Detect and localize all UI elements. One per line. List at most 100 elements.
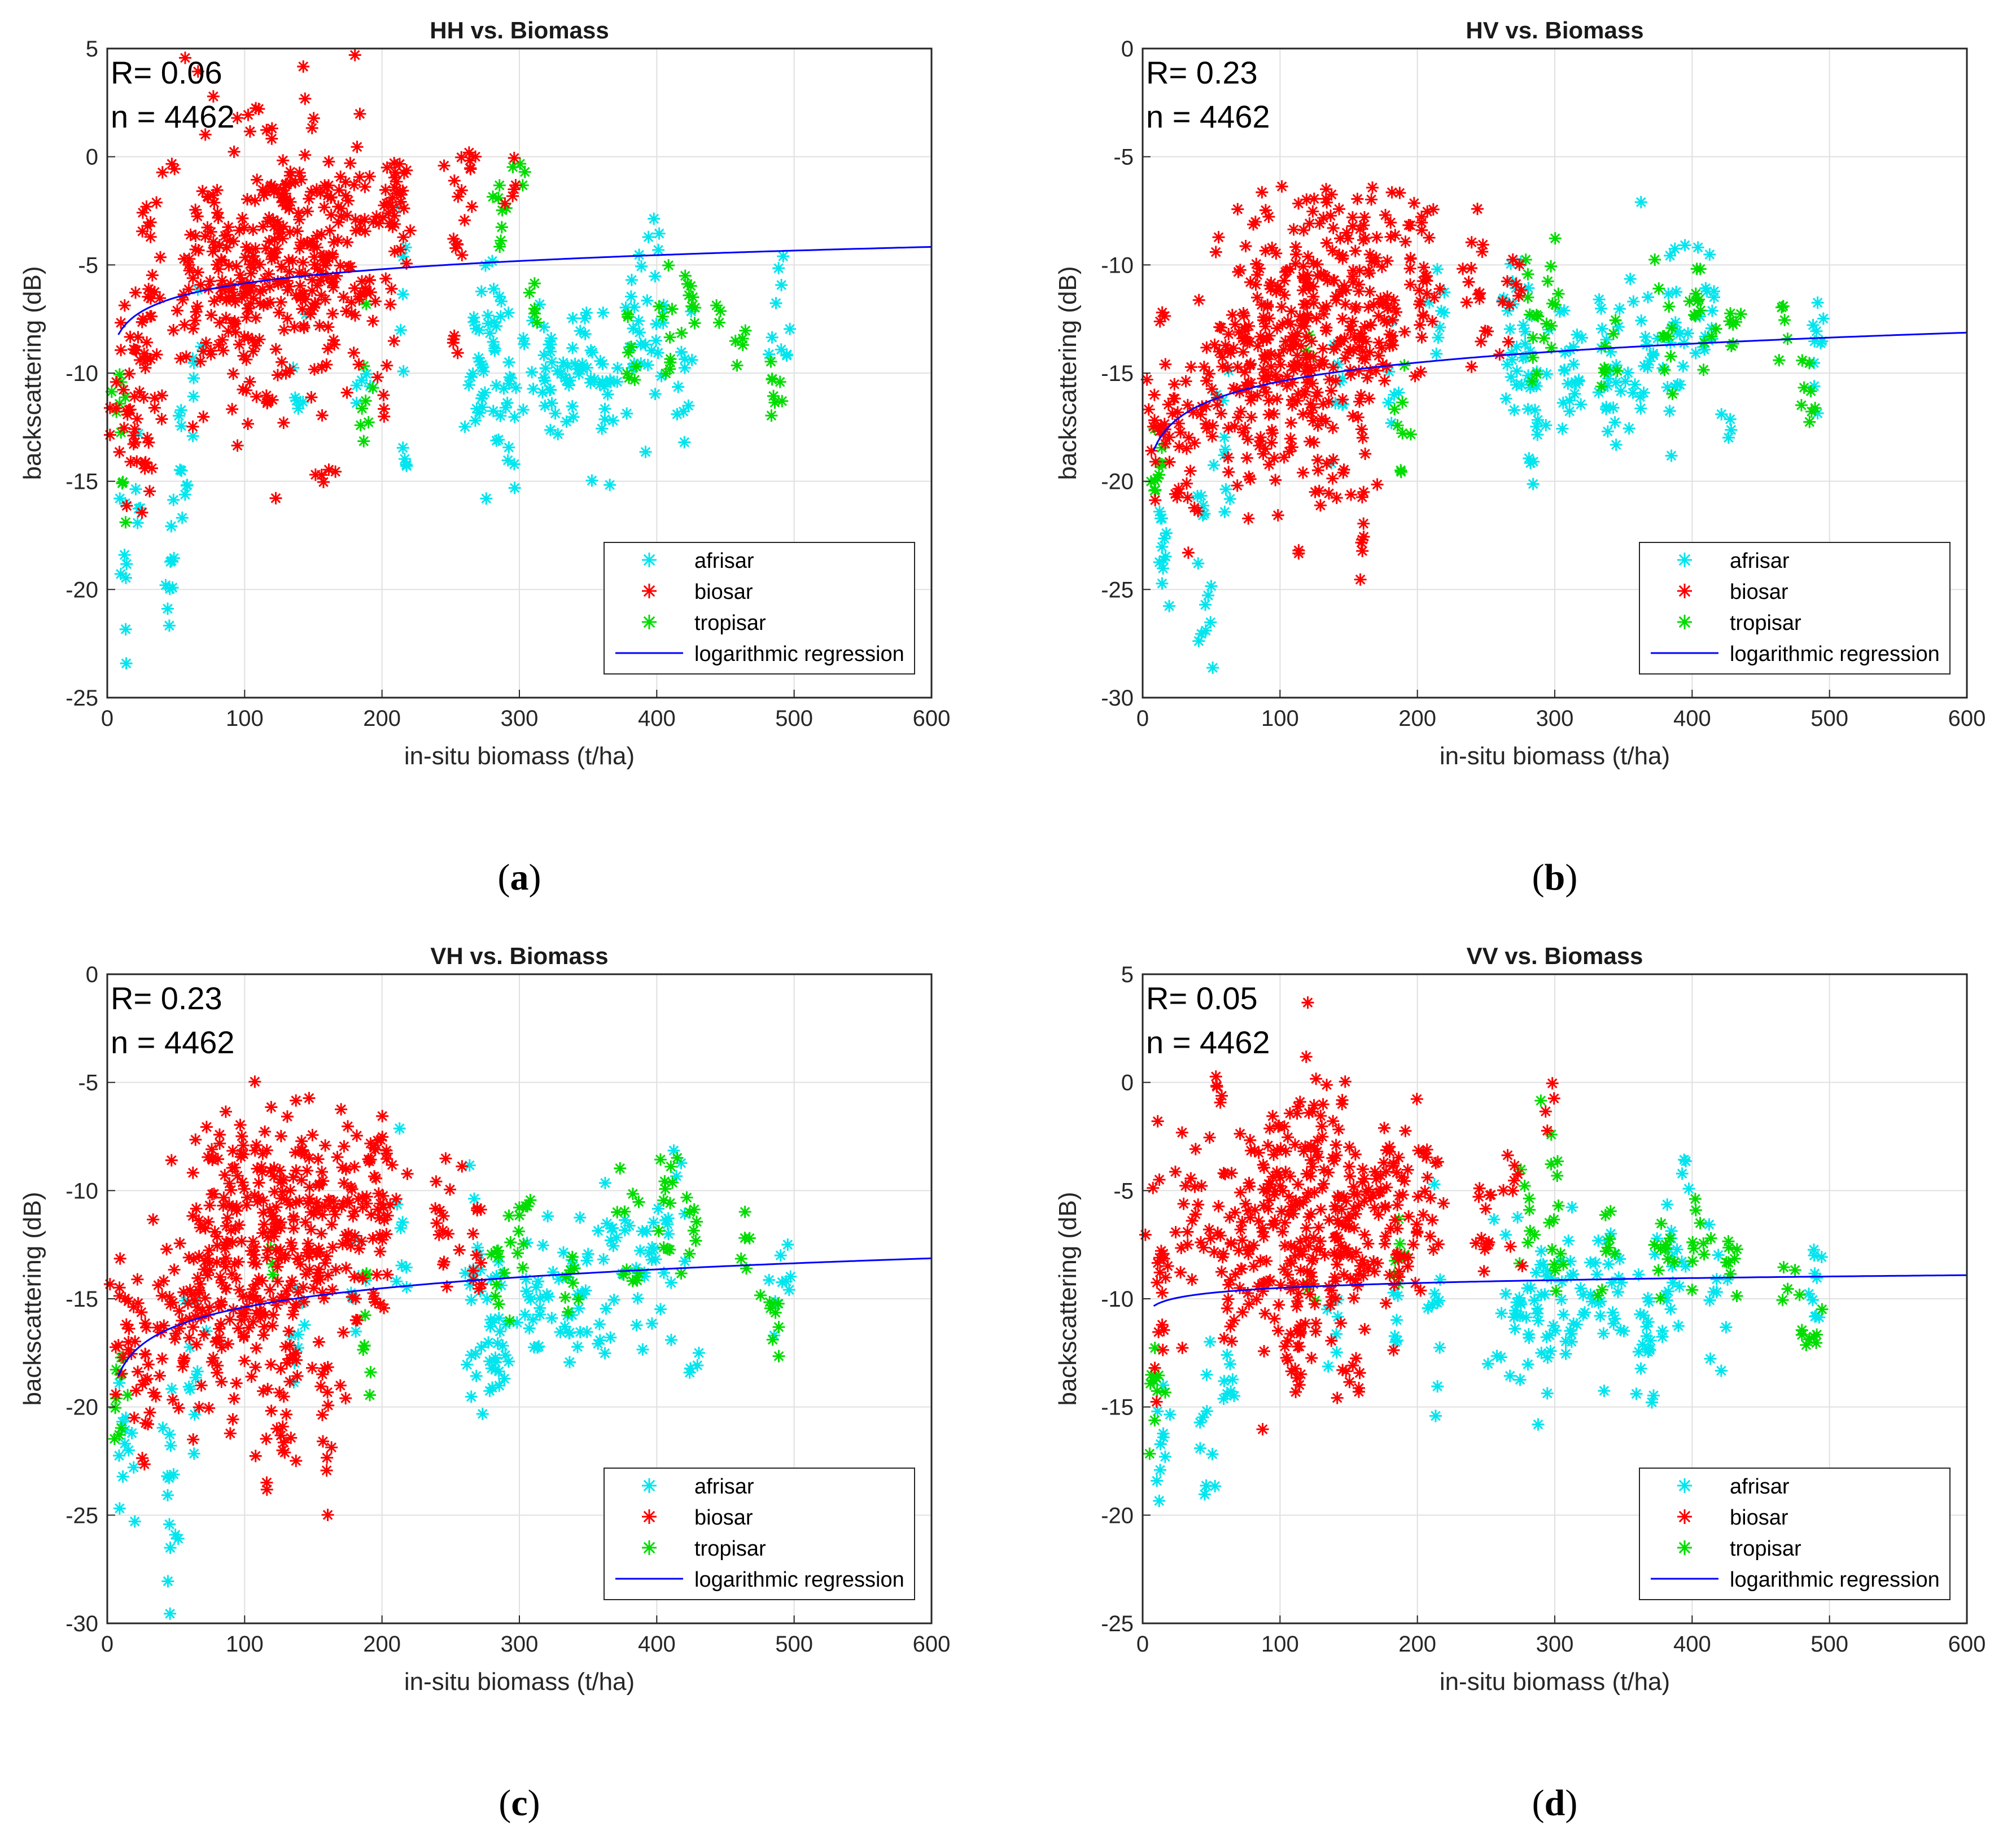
legend-marker-afrisar xyxy=(642,553,657,567)
point-afrisar xyxy=(1218,431,1231,444)
point-afrisar xyxy=(470,402,483,415)
point-tropisar xyxy=(690,1215,703,1228)
legend-marker-biosar xyxy=(1677,584,1692,598)
point-biosar xyxy=(1325,384,1338,397)
point-afrisar xyxy=(1156,540,1169,553)
point-tropisar xyxy=(683,1206,696,1219)
panel-vv: VV vs. Biomass 0 100 200 300 400 500 600-25-20… xyxy=(1054,943,1986,1824)
point-biosar xyxy=(1174,426,1187,439)
point-biosar xyxy=(1153,1251,1166,1264)
point-biosar xyxy=(1162,398,1175,411)
point-afrisar xyxy=(496,1339,509,1352)
point-afrisar xyxy=(1634,1362,1647,1375)
point-biosar xyxy=(1252,1215,1265,1228)
point-biosar xyxy=(230,1377,243,1390)
point-biosar xyxy=(245,1370,258,1383)
point-biosar xyxy=(1465,236,1478,249)
point-biosar xyxy=(1352,411,1365,424)
point-biosar xyxy=(144,230,157,243)
point-biosar xyxy=(321,255,334,268)
point-afrisar xyxy=(476,361,489,374)
point-biosar xyxy=(1148,388,1161,401)
point-biosar xyxy=(148,286,161,299)
point-afrisar xyxy=(490,379,503,392)
point-biosar xyxy=(182,1251,195,1264)
point-afrisar xyxy=(1392,386,1405,399)
point-afrisar xyxy=(597,306,610,319)
legend: afrisar biosar tropisar logarithmic regr… xyxy=(604,1468,915,1600)
panel-caption: (d) xyxy=(1532,1783,1578,1824)
point-biosar xyxy=(286,1308,299,1321)
point-afrisar xyxy=(604,1234,617,1247)
point-afrisar xyxy=(1382,396,1395,409)
point-biosar xyxy=(1287,223,1300,236)
point-afrisar xyxy=(1210,388,1223,401)
point-biosar xyxy=(1252,339,1265,352)
point-afrisar xyxy=(648,212,661,225)
point-afrisar xyxy=(1336,372,1349,385)
point-afrisar xyxy=(1644,1334,1657,1347)
point-biosar xyxy=(1330,1138,1342,1151)
point-biosar xyxy=(1340,1194,1353,1207)
point-biosar xyxy=(1151,1276,1164,1289)
point-biosar xyxy=(379,272,392,285)
point-biosar xyxy=(187,1433,200,1446)
point-afrisar xyxy=(510,1316,523,1329)
point-biosar xyxy=(1303,217,1316,230)
point-afrisar xyxy=(1642,1346,1655,1359)
x-tick-label: 400 xyxy=(1673,1632,1711,1657)
n-value: n = 4462 xyxy=(1146,1024,1270,1060)
point-tropisar xyxy=(734,1252,747,1265)
point-afrisar xyxy=(187,390,200,403)
point-tropisar xyxy=(562,1306,575,1319)
point-biosar xyxy=(266,393,279,406)
point-afrisar xyxy=(1193,1442,1206,1455)
point-biosar xyxy=(1256,1277,1269,1290)
point-biosar xyxy=(1372,336,1385,349)
point-afrisar xyxy=(474,1263,487,1276)
point-biosar xyxy=(1181,398,1194,411)
point-afrisar xyxy=(501,454,514,467)
point-afrisar xyxy=(1481,1357,1494,1370)
point-afrisar xyxy=(463,1278,476,1291)
point-biosar xyxy=(1415,224,1428,237)
point-tropisar xyxy=(495,234,508,247)
point-afrisar xyxy=(1555,1275,1568,1288)
point-biosar xyxy=(164,1298,177,1311)
point-biosar xyxy=(1306,401,1319,414)
point-biosar xyxy=(218,1238,231,1251)
y-tick-label: 0 xyxy=(1121,1071,1134,1096)
point-biosar xyxy=(252,1272,265,1285)
point-biosar xyxy=(1470,1237,1483,1250)
point-biosar xyxy=(216,334,229,347)
point-biosar xyxy=(1339,1220,1352,1233)
point-biosar xyxy=(338,1177,351,1190)
point-biosar xyxy=(1266,241,1279,254)
point-tropisar xyxy=(622,371,635,384)
point-biosar xyxy=(178,252,191,265)
point-biosar xyxy=(1352,1268,1365,1281)
point-biosar xyxy=(249,1449,262,1462)
point-biosar xyxy=(1327,343,1340,356)
point-biosar xyxy=(1159,437,1172,450)
point-afrisar xyxy=(1527,478,1540,490)
point-biosar xyxy=(348,1205,361,1218)
point-afrisar xyxy=(539,399,552,412)
point-tropisar xyxy=(1686,1236,1699,1249)
point-afrisar xyxy=(396,1216,409,1229)
point-biosar xyxy=(284,1184,297,1197)
point-biosar xyxy=(182,259,195,271)
point-biosar xyxy=(1200,418,1213,431)
x-tick-label: 0 xyxy=(101,706,113,731)
caption-letter: b xyxy=(1545,857,1565,898)
point-biosar xyxy=(475,1278,488,1291)
point-biosar xyxy=(285,1236,298,1249)
point-biosar xyxy=(1279,1239,1292,1252)
point-afrisar xyxy=(1555,1293,1568,1306)
point-biosar xyxy=(147,1213,160,1226)
point-biosar xyxy=(230,1205,243,1218)
point-biosar xyxy=(1188,1180,1201,1193)
point-afrisar xyxy=(625,274,638,287)
point-biosar xyxy=(447,233,460,246)
legend-marker-tropisar xyxy=(1677,615,1692,629)
